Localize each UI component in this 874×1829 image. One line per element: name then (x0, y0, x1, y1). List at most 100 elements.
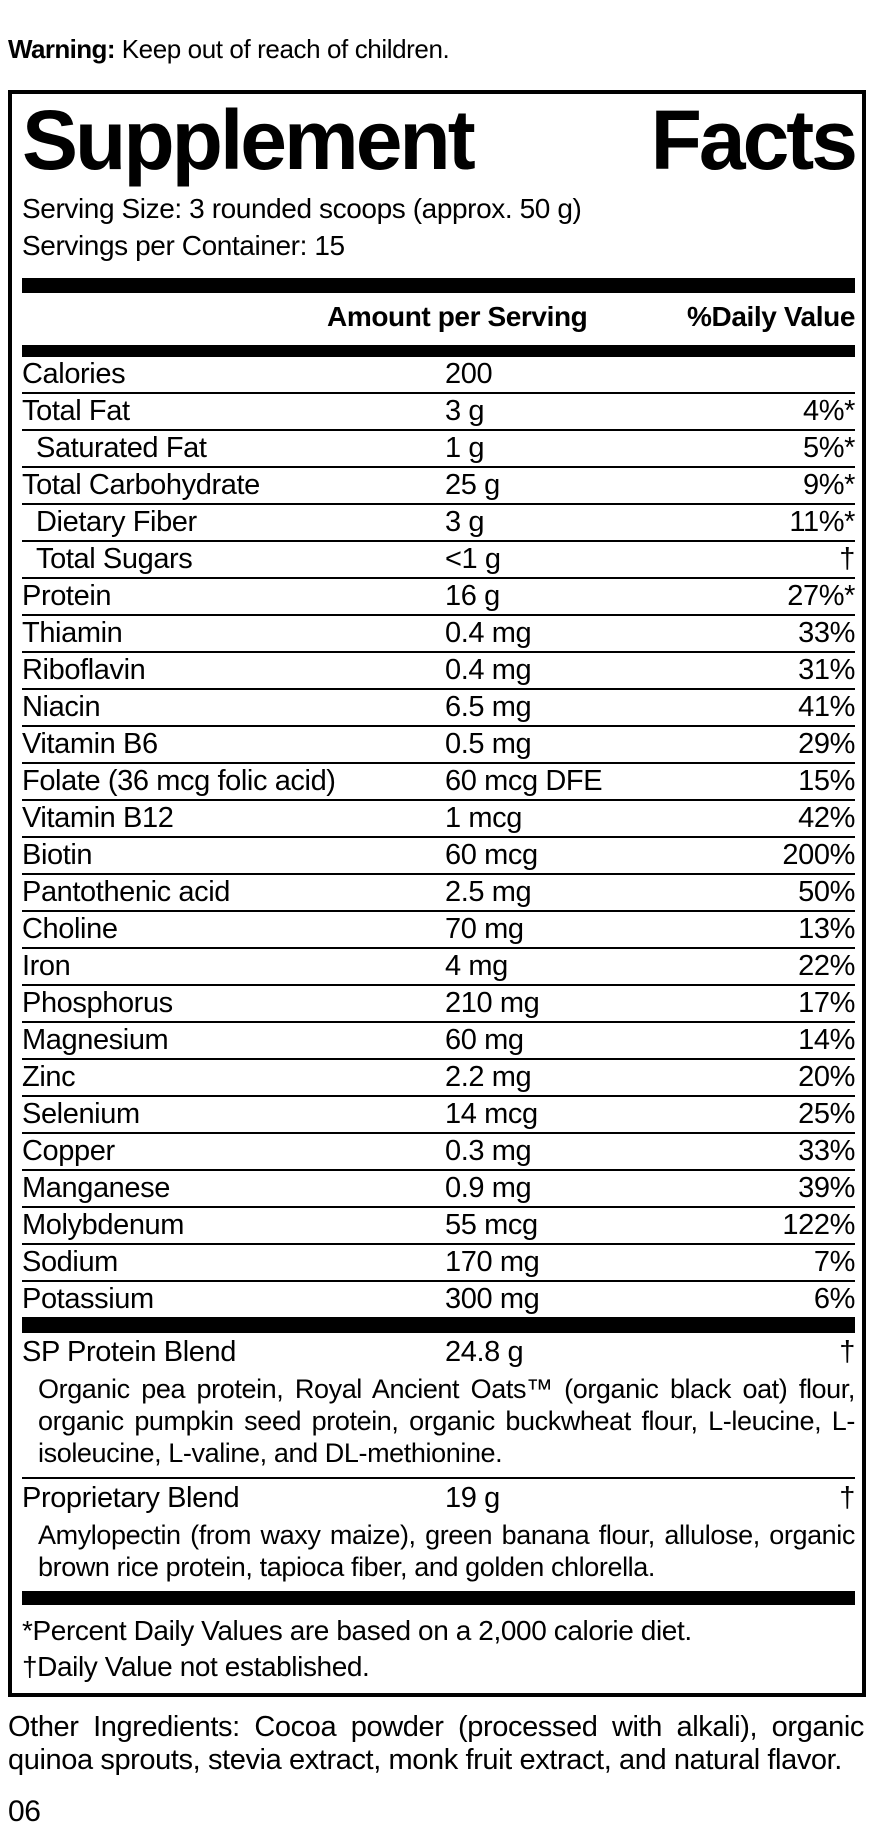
panel-title: Supplement Facts (22, 93, 858, 187)
nutrient-amount: 3 g (445, 394, 485, 427)
serving-info: Serving Size: 3 rounded scoops (approx. … (22, 190, 855, 264)
nutrient-name: Protein (22, 579, 112, 612)
nutrient-name: Copper (22, 1134, 115, 1167)
table-row: Total Fat 3 g 4%* (22, 394, 855, 431)
table-row: Iron 4 mg 22% (22, 949, 855, 986)
blend-header: Proprietary Blend 19 g † (22, 1479, 855, 1519)
nutrient-name: Total Carbohydrate (22, 468, 260, 501)
serving-size: Serving Size: 3 rounded scoops (approx. … (22, 192, 582, 224)
nutrient-name: Riboflavin (22, 653, 146, 686)
footnote-daily-value-not-established: †Daily Value not established. (22, 1650, 370, 1682)
table-row: Total Carbohydrate 25 g 9%* (22, 468, 855, 505)
blend-row: SP Protein Blend 24.8 g † Organic pea pr… (22, 1333, 855, 1479)
blend-description: Organic pea protein, Royal Ancient Oats™… (38, 1373, 855, 1468)
nutrient-name: Total Fat (22, 394, 130, 427)
table-row: Manganese 0.9 mg 39% (22, 1171, 855, 1208)
table-row: Protein 16 g 27%* (22, 579, 855, 616)
table-row: Sodium 170 mg 7% (22, 1245, 855, 1282)
warning-text: Warning: Keep out of reach of children. (0, 26, 874, 64)
nutrient-daily-value: 4%* (803, 394, 855, 427)
nutrient-name: Vitamin B6 (22, 727, 158, 760)
nutrient-name: Selenium (22, 1097, 140, 1130)
column-header-daily-value: %Daily Value (687, 300, 855, 332)
nutrient-amount: 200 (445, 357, 493, 390)
nutrient-amount: 60 mcg (445, 838, 538, 871)
divider-bar-footnotes (22, 1590, 855, 1605)
panel-title-word-2: Facts (650, 93, 858, 187)
nutrient-amount: 6.5 mg (445, 690, 532, 723)
table-row: Calories 200 (22, 357, 855, 394)
nutrient-amount: 3 g (445, 505, 485, 538)
blend-amount: 24.8 g (445, 1336, 524, 1369)
nutrient-daily-value: 39% (798, 1171, 855, 1204)
nutrient-daily-value: 13% (798, 912, 855, 945)
nutrient-amount: 25 g (445, 468, 500, 501)
nutrient-daily-value: 9%* (803, 468, 855, 501)
nutrient-name: Saturated Fat (36, 431, 207, 464)
nutrient-name: Biotin (22, 838, 93, 871)
blend-daily-value: † (839, 1482, 855, 1515)
table-row: Total Sugars <1 g † (22, 542, 855, 579)
panel-title-word-1: Supplement (22, 93, 476, 187)
nutrient-daily-value: 7% (813, 1245, 856, 1278)
table-row: Riboflavin 0.4 mg 31% (22, 653, 855, 690)
nutrient-daily-value: 42% (798, 801, 855, 834)
table-row: Copper 0.3 mg 33% (22, 1134, 855, 1171)
table-row: Vitamin B6 0.5 mg 29% (22, 727, 855, 764)
table-row: Vitamin B12 1 mcg 42% (22, 801, 855, 838)
table-row: Saturated Fat 1 g 5%* (22, 431, 855, 468)
table-row: Niacin 6.5 mg 41% (22, 690, 855, 727)
nutrient-amount: 2.2 mg (445, 1060, 532, 1093)
table-row: Folate (36 mcg folic acid) 60 mcg DFE 15… (22, 764, 855, 801)
table-row: Potassium 300 mg 6% (22, 1282, 855, 1319)
nutrient-daily-value: 122% (782, 1208, 855, 1241)
nutrient-daily-value: 5%* (803, 431, 855, 464)
nutrient-amount: 170 mg (445, 1245, 540, 1278)
warning-body: Keep out of reach of children. (114, 34, 450, 64)
nutrient-daily-value: 15% (798, 764, 855, 797)
nutrient-name: Calories (22, 357, 126, 390)
nutrient-daily-value: 17% (798, 986, 855, 1019)
table-row: Phosphorus 210 mg 17% (22, 986, 855, 1023)
table-header: Amount per Serving %Daily Value (22, 293, 855, 345)
nutrient-daily-value: 41% (798, 690, 855, 723)
nutrient-amount: 60 mcg DFE (445, 764, 603, 797)
nutrient-amount: 0.4 mg (445, 616, 532, 649)
blend-amount: 19 g (445, 1482, 500, 1515)
nutrient-name: Sodium (22, 1245, 118, 1278)
servings-per-container: Servings per Container: 15 (22, 229, 345, 261)
blend-daily-value: † (839, 1336, 855, 1369)
table-row: Dietary Fiber 3 g 11%* (22, 505, 855, 542)
nutrient-name: Total Sugars (36, 542, 193, 575)
blend-section: SP Protein Blend 24.8 g † Organic pea pr… (22, 1333, 855, 1591)
nutrient-amount: 2.5 mg (445, 875, 532, 908)
nutrient-amount: 14 mcg (445, 1097, 538, 1130)
table-row: Selenium 14 mcg 25% (22, 1097, 855, 1134)
table-row: Pantothenic acid 2.5 mg 50% (22, 875, 855, 912)
nutrient-amount: 1 mcg (445, 801, 522, 834)
divider-bar-header (22, 344, 855, 357)
nutrient-name: Molybdenum (22, 1208, 185, 1241)
nutrient-amount: 4 mg (445, 949, 508, 982)
nutrient-name: Phosphorus (22, 986, 173, 1019)
nutrient-daily-value: 33% (798, 616, 855, 649)
nutrient-name: Niacin (22, 690, 101, 723)
nutrient-amount: 16 g (445, 579, 500, 612)
table-row: Choline 70 mg 13% (22, 912, 855, 949)
nutrient-name: Magnesium (22, 1023, 169, 1056)
nutrient-name: Manganese (22, 1171, 170, 1204)
nutrient-name: Iron (22, 949, 71, 982)
nutrient-daily-value: 20% (798, 1060, 855, 1093)
nutrient-daily-value: 200% (782, 838, 855, 871)
nutrient-amount: 210 mg (445, 986, 540, 1019)
footnotes: *Percent Daily Values are based on a 2,0… (22, 1605, 855, 1687)
nutrient-name: Zinc (22, 1060, 76, 1093)
nutrient-daily-value: 11%* (789, 505, 855, 538)
nutrient-name: Folate (36 mcg folic acid) (22, 764, 336, 797)
other-ingredients: Other Ingredients: Cocoa powder (process… (8, 1710, 864, 1776)
nutrient-name: Choline (22, 912, 118, 945)
nutrient-amount: <1 g (445, 542, 501, 575)
blend-description: Amylopectin (from waxy maize), green ban… (38, 1519, 855, 1582)
column-header-amount: Amount per Serving (327, 300, 588, 332)
nutrient-amount: 0.3 mg (445, 1134, 532, 1167)
